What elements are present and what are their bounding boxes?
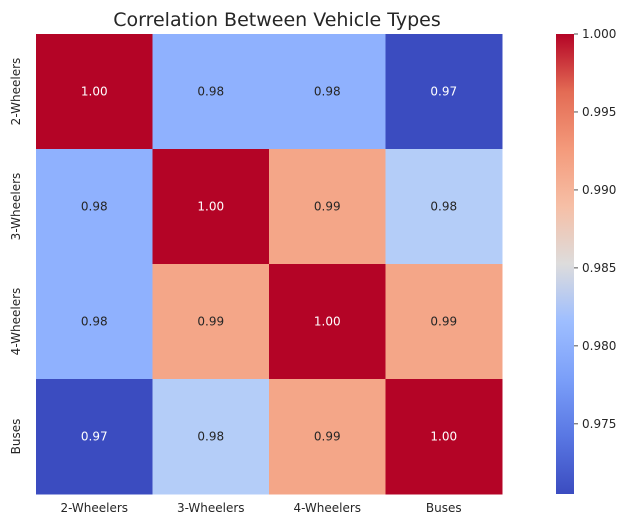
cell-value-label: 0.99 <box>197 315 224 329</box>
cell-value-label: 0.99 <box>314 200 341 214</box>
heatmap-cell <box>152 379 270 495</box>
x-axis-tick-labels: 2-Wheelers 3-Wheelers 4-Wheelers Buses <box>60 501 461 515</box>
colorbar-gradient <box>556 34 574 494</box>
cell-value-label: 1.00 <box>314 315 341 329</box>
heatmap-cell <box>269 149 386 265</box>
cell-value-label: 0.99 <box>314 430 341 444</box>
cell-value-label: 0.97 <box>81 430 108 444</box>
y-tick-label: 3-Wheelers <box>9 173 23 241</box>
x-tick-label: Buses <box>426 501 462 515</box>
heatmap-cell <box>152 149 270 265</box>
heatmap-cell <box>385 264 503 380</box>
colorbar <box>556 34 574 494</box>
cell-value-label: 0.98 <box>430 200 457 214</box>
x-tick-label: 3-Wheelers <box>177 501 245 515</box>
cell-value-label: 1.00 <box>197 200 224 214</box>
colorbar-tick-label: 1.000 <box>582 27 616 41</box>
heatmap-cell <box>385 149 503 265</box>
heatmap-cell <box>269 379 386 495</box>
cell-value-label: 0.99 <box>430 315 457 329</box>
heatmap-cell <box>269 264 386 380</box>
heatmap-cell <box>269 34 386 150</box>
heatmap-cell <box>36 149 153 265</box>
y-tick-label: 4-Wheelers <box>9 288 23 356</box>
cell-value-label: 0.98 <box>314 85 341 99</box>
colorbar-tick-label: 0.980 <box>582 339 616 353</box>
heatmap-cell <box>36 34 153 150</box>
x-tick-label: 4-Wheelers <box>293 501 361 515</box>
colorbar-tick-label: 0.995 <box>582 105 616 119</box>
heatmap-cell <box>152 264 270 380</box>
y-tick-label: 2-Wheelers <box>9 58 23 126</box>
cell-value-label: 0.98 <box>197 85 224 99</box>
chart-title: Correlation Between Vehicle Types <box>113 9 441 31</box>
heatmap-cells: 1.00 0.98 0.98 0.97 0.98 1.00 0.99 0.98 0.98 0.99… <box>36 34 503 495</box>
heatmap-cell <box>385 379 503 495</box>
colorbar-tick-label: 0.985 <box>582 261 616 275</box>
cell-value-label: 0.98 <box>81 200 108 214</box>
y-axis-tick-labels: 2-Wheelers 3-Wheelers 4-Wheelers Buses <box>9 58 23 455</box>
cell-value-label: 1.00 <box>81 85 108 99</box>
x-tick-label: 2-Wheelers <box>60 501 128 515</box>
heatmap-cell <box>36 379 153 495</box>
heatmap-cell <box>385 34 503 150</box>
heatmap-cell <box>152 34 270 150</box>
cell-value-label: 1.00 <box>430 430 457 444</box>
colorbar-tick-labels: 0.975 0.980 0.985 0.990 0.995 1.000 <box>574 27 616 431</box>
cell-value-label: 0.98 <box>81 315 108 329</box>
y-tick-label: Buses <box>9 419 23 455</box>
cell-value-label: 0.98 <box>197 430 224 444</box>
colorbar-tick-label: 0.975 <box>582 417 616 431</box>
colorbar-tick-label: 0.990 <box>582 183 616 197</box>
heatmap-cell <box>36 264 153 380</box>
cell-value-label: 0.97 <box>430 85 457 99</box>
